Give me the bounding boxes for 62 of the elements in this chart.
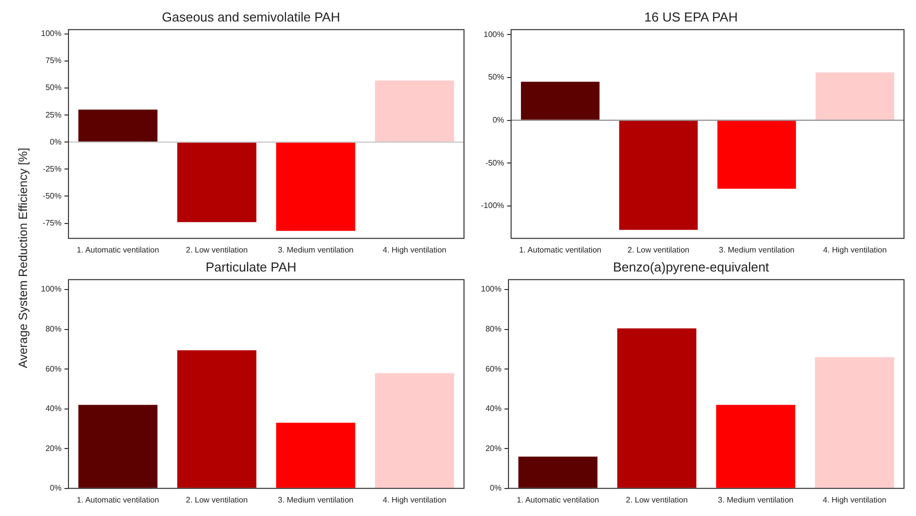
x-tick-label: 4. High ventilation bbox=[823, 245, 887, 254]
y-tick-label: 25% bbox=[45, 110, 62, 120]
y-tick-label: 100% bbox=[40, 284, 62, 294]
bar bbox=[518, 456, 598, 488]
y-tick-label: 40% bbox=[45, 404, 62, 414]
x-tick-label: 2. Low ventilation bbox=[186, 495, 248, 504]
bar bbox=[276, 142, 356, 231]
bar bbox=[375, 80, 454, 142]
y-tick-label: 60% bbox=[45, 364, 62, 374]
y-tick-label: 0% bbox=[492, 116, 504, 125]
bar bbox=[619, 120, 698, 230]
bar bbox=[716, 404, 796, 488]
x-tick-label: 2. Low ventilation bbox=[186, 245, 248, 254]
bar bbox=[177, 142, 256, 222]
y-tick-label: 50% bbox=[488, 72, 504, 82]
bar bbox=[78, 404, 158, 488]
bar bbox=[375, 373, 454, 488]
y-tick-label: 75% bbox=[45, 56, 62, 66]
bar bbox=[617, 328, 696, 488]
y-tick-label: -25% bbox=[42, 164, 62, 174]
x-tick-label: 1. Automatic ventilation bbox=[76, 245, 160, 254]
y-tick-label: 80% bbox=[45, 324, 62, 334]
y-tick-label: -50% bbox=[42, 191, 62, 200]
bar bbox=[520, 82, 600, 120]
y-tick-label: 40% bbox=[485, 404, 502, 414]
bar bbox=[177, 350, 256, 488]
y-tick-label: 20% bbox=[485, 444, 502, 453]
y-tick-label: 80% bbox=[485, 324, 502, 334]
y-tick-label: -50% bbox=[485, 158, 504, 168]
x-tick-label: 4. High ventilation bbox=[822, 495, 886, 504]
y-tick-label: -100% bbox=[481, 201, 504, 210]
x-tick-label: 3. Medium ventilation bbox=[278, 245, 354, 254]
x-tick-label: 4. High ventilation bbox=[382, 245, 446, 254]
x-tick-label: 2. Low ventilation bbox=[626, 495, 688, 504]
bar bbox=[816, 72, 894, 120]
bar bbox=[717, 120, 796, 189]
y-tick-label: 0% bbox=[490, 484, 502, 493]
y-tick-label: 100% bbox=[484, 30, 504, 39]
bar bbox=[276, 422, 356, 488]
x-tick-label: 1. Automatic ventilation bbox=[519, 245, 602, 254]
chart-title: 16 US EPA PAH bbox=[644, 9, 738, 24]
x-tick-label: 3. Medium ventilation bbox=[718, 495, 794, 504]
chart-title: Benzo(a)pyrene-equivalent bbox=[612, 259, 770, 274]
chart-title: Gaseous and semivolatile PAH bbox=[162, 9, 340, 24]
x-tick-label: 3. Medium ventilation bbox=[278, 495, 354, 504]
y-tick-label: 100% bbox=[480, 284, 502, 294]
y-tick-label: 0% bbox=[50, 484, 62, 493]
x-tick-label: 2. Low ventilation bbox=[628, 245, 690, 254]
y-tick-label: 50% bbox=[45, 83, 62, 92]
y-tick-label: 60% bbox=[485, 364, 502, 374]
x-tick-label: 4. High ventilation bbox=[382, 495, 446, 504]
y-tick-label: 20% bbox=[45, 444, 62, 453]
bar bbox=[78, 110, 158, 142]
x-tick-label: 3. Medium ventilation bbox=[718, 245, 794, 254]
y-tick-label: 0% bbox=[50, 137, 62, 146]
y-tick-label: 100% bbox=[40, 29, 62, 38]
x-tick-label: 1. Automatic ventilation bbox=[516, 495, 600, 504]
x-tick-label: 1. Automatic ventilation bbox=[76, 495, 160, 504]
chart-title: Particulate PAH bbox=[206, 259, 296, 274]
y-axis-title: Average System Reduction Efficiency [%] bbox=[16, 148, 30, 368]
y-tick-label: -75% bbox=[42, 218, 62, 228]
bar bbox=[815, 357, 894, 488]
